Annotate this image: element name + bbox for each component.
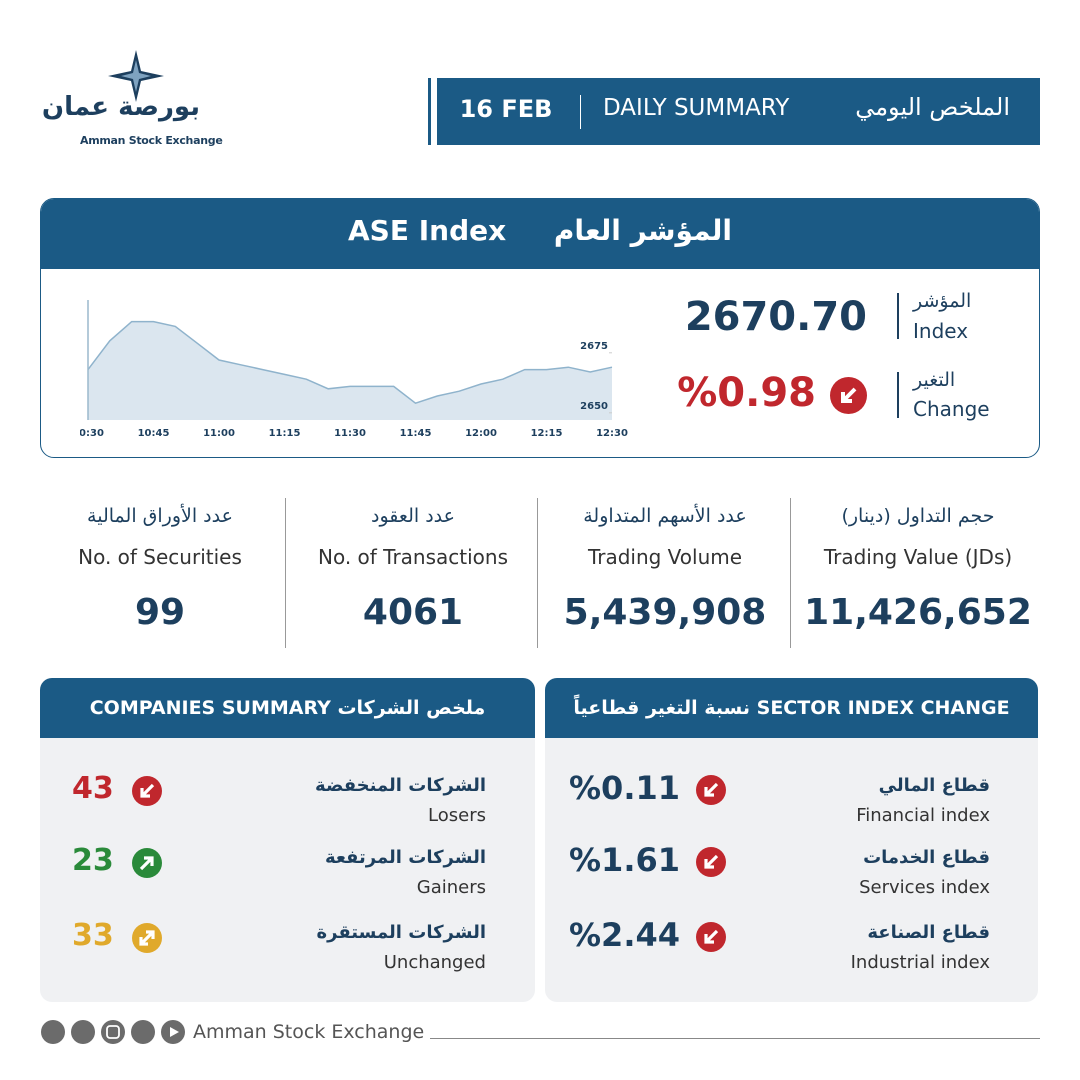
sector-label-en: Services index xyxy=(859,877,990,898)
divider xyxy=(580,95,581,129)
index-panel xyxy=(40,198,1040,458)
company-label-ar: الشركات المستقرة xyxy=(316,922,486,943)
change-label-en: Change xyxy=(913,397,990,421)
index-label-en: Index xyxy=(913,319,969,343)
sector-label-ar: قطاع الصناعة xyxy=(867,922,990,943)
stat-label-en: Trading Volume xyxy=(587,545,743,569)
stat-value: 11,426,652 xyxy=(804,592,1032,633)
down-arrow-icon xyxy=(830,377,867,414)
sector-label-ar: قطاع المالي xyxy=(878,775,990,796)
x-tick-label: 10:30 xyxy=(80,428,104,439)
sector-label-en: Financial index xyxy=(856,805,990,826)
panel-header xyxy=(545,678,1038,738)
title-en: DAILY SUMMARY xyxy=(603,95,790,121)
sector-label-en: Industrial index xyxy=(850,952,990,973)
company-label-en: Gainers xyxy=(416,877,486,898)
company-value: 23 xyxy=(72,843,114,878)
y-tick-label: 2675 xyxy=(580,341,608,352)
area-fill xyxy=(88,321,612,420)
index-value: 2670.70 xyxy=(684,294,867,340)
sector-value: %1.61 xyxy=(568,841,680,879)
divider xyxy=(897,293,899,339)
index-title-ar: المؤشر العام xyxy=(553,214,732,247)
sector-value: %0.11 xyxy=(568,769,680,807)
company-label-en: Losers xyxy=(428,805,486,826)
x-tick-label: 12:00 xyxy=(465,428,497,439)
stat-label-ar: عدد الأوراق المالية xyxy=(87,505,233,527)
down-arrow-icon xyxy=(132,776,162,806)
sector-label-ar: قطاع الخدمات xyxy=(863,847,990,868)
company-value: 33 xyxy=(72,918,114,953)
index-panel-header xyxy=(41,199,1039,269)
header-accent xyxy=(428,78,431,145)
x-tick-label: 12:30 xyxy=(596,428,628,439)
down-arrow-icon xyxy=(696,847,726,877)
x-tick-label: 11:30 xyxy=(334,428,366,439)
stat-label-ar: عدد الأسهم المتداولة xyxy=(583,505,747,527)
divider xyxy=(285,498,286,648)
divider xyxy=(790,498,791,648)
index-chart: 2650 2675 10:30 10:45 11:00 11:15 11:30 11:45 12… xyxy=(80,300,628,439)
x-tick-label: 11:15 xyxy=(269,428,301,439)
stat-label-ar: عدد العقود xyxy=(371,505,455,527)
sector-title: نسبة التغير قطاعياً SECTOR INDEX CHANGE xyxy=(573,697,1010,719)
x-tick-label: 11:00 xyxy=(203,428,235,439)
stat-label-en: No. of Securities xyxy=(78,545,242,569)
date: 16 FEB xyxy=(459,95,553,123)
company-label-ar: الشركات المرتفعة xyxy=(324,847,486,868)
logo-ar: بورصة عمان xyxy=(41,92,200,122)
footer-name: Amman Stock Exchange xyxy=(193,1021,425,1043)
sector-panel xyxy=(545,678,1038,1002)
change-value: %0.98 xyxy=(677,370,816,416)
index-label-ar: المؤشر xyxy=(913,290,972,312)
sector-value: %2.44 xyxy=(568,916,680,954)
x-tick-label: 10:45 xyxy=(138,428,170,439)
stat-value: 4061 xyxy=(362,592,464,633)
header-bar xyxy=(437,78,1040,145)
logo-en: Amman Stock Exchange xyxy=(80,134,223,147)
title-ar: الملخص اليومي xyxy=(855,93,1010,121)
down-arrow-icon xyxy=(696,775,726,805)
y-tick-label: 2650 xyxy=(580,401,608,412)
index-title-en: ASE Index xyxy=(348,214,507,247)
divider xyxy=(897,372,899,418)
stat-value: 99 xyxy=(134,592,186,633)
change-label-ar: التغير xyxy=(913,369,956,391)
companies-title: COMPANIES SUMMARY ملخص الشركات xyxy=(89,697,486,719)
up-arrow-icon xyxy=(132,848,162,878)
flat-arrow-icon xyxy=(132,923,162,953)
logo-mark xyxy=(108,50,164,102)
social-icons xyxy=(41,1020,185,1044)
divider xyxy=(537,498,538,648)
stat-label-ar: حجم التداول (دينار) xyxy=(841,505,995,527)
area-line xyxy=(87,320,613,405)
companies-panel xyxy=(40,678,535,1002)
stat-label-en: No. of Transactions xyxy=(317,545,509,569)
panel-header xyxy=(40,678,535,738)
company-value: 43 xyxy=(72,771,114,806)
stat-label-en: Trading Value (JDs) xyxy=(823,545,1013,569)
footer-rule xyxy=(430,1038,1040,1039)
x-tick-label: 12:15 xyxy=(531,428,563,439)
stat-value: 5,439,908 xyxy=(563,592,767,633)
company-label-ar: الشركات المنخفضة xyxy=(315,775,486,796)
x-tick-label: 11:45 xyxy=(400,428,432,439)
down-arrow-icon xyxy=(696,922,726,952)
company-label-en: Unchanged xyxy=(383,952,486,973)
